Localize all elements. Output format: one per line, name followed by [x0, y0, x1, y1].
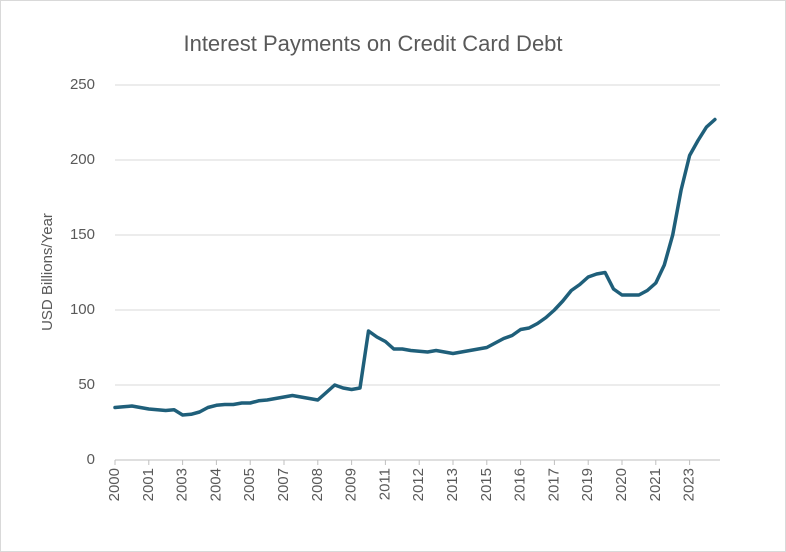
- x-tick-label: 2007: [275, 468, 292, 501]
- x-tick-label: 2003: [174, 468, 191, 501]
- chart-title: Interest Payments on Credit Card Debt: [183, 31, 562, 56]
- x-tick-label: 2015: [478, 468, 495, 501]
- y-axis-label: USD Billions/Year: [39, 213, 56, 331]
- line-series: [113, 117, 717, 417]
- y-tick-label: 200: [70, 151, 95, 168]
- x-tick-label: 2009: [343, 468, 360, 501]
- x-tick-label: 2013: [444, 468, 461, 501]
- x-tick-label: 2020: [613, 468, 630, 501]
- x-tick-label: 2016: [512, 468, 529, 501]
- x-tick-label: 2008: [309, 468, 326, 501]
- x-tick-label: 2017: [545, 468, 562, 501]
- x-tick-label: 2023: [681, 468, 698, 501]
- x-tick-label: 2004: [207, 468, 224, 501]
- y-tick-label: 250: [70, 76, 95, 93]
- y-tick-label: 100: [70, 301, 95, 318]
- x-tick-label: 2000: [106, 468, 123, 501]
- x-tick-label: 2021: [647, 468, 664, 501]
- x-tick-label: 2005: [241, 468, 258, 501]
- y-tick-label: 150: [70, 226, 95, 243]
- x-tick-label: 2012: [410, 468, 427, 501]
- y-tick-label: 0: [87, 451, 95, 468]
- x-tick-label: 2011: [376, 468, 393, 500]
- x-tick-label: 2001: [140, 468, 157, 501]
- y-tick-label: 50: [78, 376, 95, 393]
- x-tick-label: 2019: [579, 468, 596, 501]
